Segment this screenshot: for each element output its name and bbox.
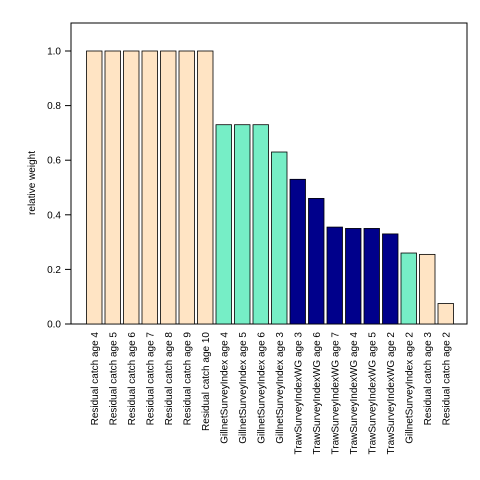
x-tick-label: GillnetSurveyIndex age 3 bbox=[275, 332, 286, 444]
x-tick-label: TrawSurveyIndexWG age 3 bbox=[293, 332, 304, 455]
bar bbox=[326, 226, 343, 325]
x-tick-label: Residual catch age 9 bbox=[182, 332, 193, 426]
bar bbox=[197, 50, 214, 325]
x-tick-label: TrawSurveyIndexWG age 6 bbox=[312, 332, 323, 455]
bar bbox=[308, 198, 325, 325]
bar bbox=[345, 228, 362, 325]
y-axis-label: relative weight bbox=[27, 151, 38, 215]
bar bbox=[271, 151, 288, 325]
bar bbox=[234, 124, 251, 325]
y-tick-label: 0.4 bbox=[47, 210, 61, 221]
x-tick-label: Residual catch age 7 bbox=[145, 332, 156, 426]
x-tick-label: Residual catch age 4 bbox=[90, 332, 101, 426]
x-tick-label: Residual catch age 2 bbox=[441, 332, 452, 426]
x-tick-label: Residual catch age 5 bbox=[108, 332, 119, 426]
bar bbox=[252, 124, 269, 325]
y-tick-label: 0.8 bbox=[47, 101, 61, 112]
bar bbox=[178, 50, 195, 325]
x-tick-label: TrawSurveyIndexWG age 4 bbox=[349, 332, 360, 455]
y-tick-label: 0.2 bbox=[47, 265, 61, 276]
y-tick-label: 1.0 bbox=[47, 47, 61, 58]
x-tick-label: Residual catch age 10 bbox=[201, 332, 212, 431]
x-tick-label: GillnetSurveyIndex age 5 bbox=[238, 332, 249, 444]
bars bbox=[86, 50, 454, 325]
bar bbox=[123, 50, 140, 325]
x-tick-label: TrawSurveyIndexWG age 5 bbox=[367, 332, 378, 455]
x-tick-label: GillnetSurveyIndex age 2 bbox=[404, 332, 415, 444]
bar bbox=[419, 253, 436, 325]
bar bbox=[141, 50, 158, 325]
bar bbox=[104, 50, 121, 325]
x-tick-label: GillnetSurveyIndex age 4 bbox=[219, 332, 230, 444]
x-tick-label: Residual catch age 8 bbox=[164, 332, 175, 426]
x-tick-label: Residual catch age 6 bbox=[127, 332, 138, 426]
bar bbox=[160, 50, 177, 325]
y-axis: 0.0 0.2 0.4 0.6 0.8 1.0 bbox=[47, 47, 72, 331]
bar bbox=[363, 228, 380, 325]
x-tick-label: TrawSurveyIndexWG age 2 bbox=[386, 332, 397, 455]
y-tick-label: 0.6 bbox=[47, 156, 61, 167]
bar bbox=[437, 303, 454, 325]
bar bbox=[400, 252, 417, 325]
x-tick-label: Residual catch age 3 bbox=[423, 332, 434, 426]
bar bbox=[215, 124, 232, 325]
bar bbox=[86, 50, 103, 325]
bar bbox=[289, 178, 306, 325]
x-tick-label: GillnetSurveyIndex age 6 bbox=[256, 332, 267, 444]
x-tick-label: TrawSurveyIndexWG age 7 bbox=[330, 332, 341, 455]
y-tick-label: 0.0 bbox=[47, 320, 61, 331]
bar bbox=[382, 233, 399, 325]
bar-labels: Residual catch age 4 Residual catch age 5… bbox=[90, 332, 453, 455]
